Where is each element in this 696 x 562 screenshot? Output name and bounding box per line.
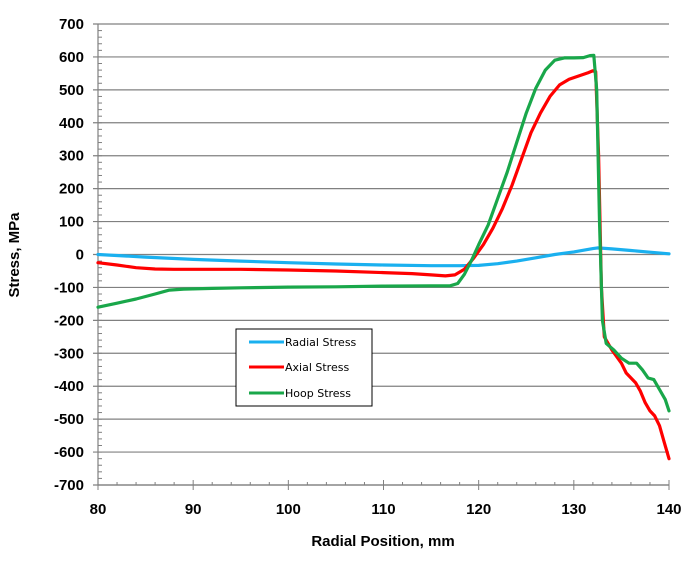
legend-label-hoop: Hoop Stress	[285, 387, 351, 400]
y-tick-label: -700	[54, 477, 84, 494]
y-tick-label: -400	[54, 378, 84, 395]
y-tick-label: -200	[54, 312, 84, 329]
y-tick-label: -300	[54, 345, 84, 362]
y-tick-label: -600	[54, 444, 84, 461]
x-axis-title: Radial Position, mm	[311, 533, 454, 550]
x-tick-label: 110	[371, 501, 395, 518]
x-tick-label: 80	[90, 501, 107, 518]
x-tick-label: 140	[656, 501, 681, 518]
legend-item-radial: Radial Stress	[249, 336, 357, 349]
series-line-hoop-stress	[96, 53, 671, 413]
y-tick-label: -500	[54, 411, 84, 428]
x-tick-label: 100	[276, 501, 301, 518]
y-tick-label: 100	[59, 214, 84, 231]
y-tick-label: 200	[59, 181, 84, 198]
x-tick-labels: 80 90 100 110 120 130 140	[90, 501, 682, 518]
data-series	[96, 53, 671, 461]
y-tick-label: -100	[54, 279, 84, 296]
legend-label-axial: Axial Stress	[285, 361, 349, 374]
y-tick-label: 700	[59, 16, 84, 33]
x-tick-label: 120	[466, 501, 491, 518]
y-tick-label: 600	[59, 49, 84, 66]
y-tick-label: 300	[59, 148, 84, 165]
legend-item-axial: Axial Stress	[249, 361, 349, 374]
legend-label-radial: Radial Stress	[285, 336, 357, 349]
series-line-radial-stress	[96, 246, 671, 268]
legend: Radial Stress Axial Stress Hoop Stress	[235, 328, 373, 407]
series-line-axial-stress	[96, 69, 671, 461]
y-tick-label: 400	[59, 115, 84, 132]
y-tick-labels: 700 600 500 400 300 200 100 0 -100 -200 -300 -400 -5…	[54, 16, 84, 494]
y-tick-label: 500	[59, 82, 84, 99]
x-axis	[97, 480, 670, 490]
y-axis-title: Stress, MPa	[6, 212, 23, 298]
x-tick-label: 90	[185, 501, 202, 518]
x-tick-label: 130	[561, 501, 586, 518]
y-tick-label: 0	[76, 247, 84, 264]
horizontal-gridlines	[93, 23, 669, 486]
legend-item-hoop: Hoop Stress	[249, 387, 351, 400]
